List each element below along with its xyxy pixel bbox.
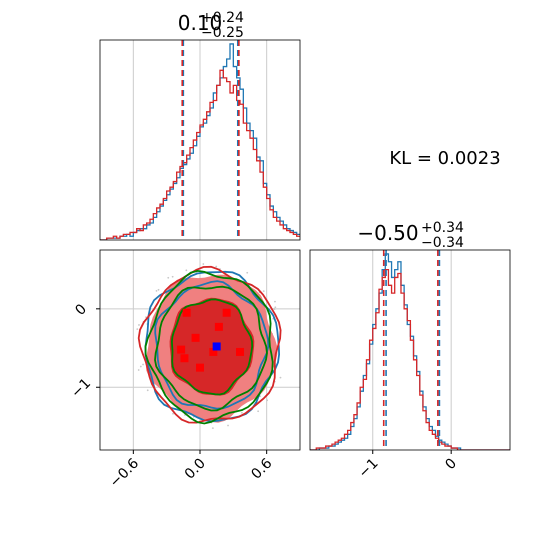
sample-point xyxy=(172,412,174,415)
sample-point xyxy=(171,275,174,278)
red-marker-0 xyxy=(182,308,191,317)
title-param1: 0.10 xyxy=(178,11,223,35)
sample-point xyxy=(167,276,170,279)
sample-point xyxy=(241,411,243,414)
red-marker-2 xyxy=(214,322,223,331)
sample-point xyxy=(157,288,160,291)
sample-point xyxy=(136,328,139,330)
title-param2: −0.50 xyxy=(357,221,418,245)
red-marker-4 xyxy=(177,345,186,354)
sample-point xyxy=(139,365,142,368)
sample-point xyxy=(155,289,158,292)
sample-point xyxy=(211,427,214,429)
xtick-label-param1-0: −0.6 xyxy=(107,455,142,490)
title-param1-sup: +0.24 xyxy=(201,10,244,26)
sample-point xyxy=(142,363,144,366)
title-param2-value: −0.50 xyxy=(357,221,418,245)
sample-point xyxy=(273,308,276,311)
sample-point xyxy=(246,271,249,274)
title-param1-sub: −0.25 xyxy=(201,25,244,41)
ytick-label-joint-1: −1 xyxy=(68,375,94,401)
sample-point xyxy=(279,376,282,379)
joint-contour-panel: −0.6 0.0 0.6 0 −1 xyxy=(68,249,301,491)
red-marker-7 xyxy=(209,347,218,356)
xtick-label-param1-1: 0.0 xyxy=(182,456,209,483)
sample-point xyxy=(202,263,205,265)
histogram-param1-series-0 xyxy=(100,43,300,240)
red-marker-8 xyxy=(196,363,204,372)
sample-point xyxy=(274,300,276,303)
ytick-label-joint-0: 0 xyxy=(72,301,90,319)
kl-annotation: KL = 0.0023 xyxy=(389,148,500,169)
sample-point xyxy=(257,410,260,413)
sample-point xyxy=(262,290,265,293)
frame-param1 xyxy=(99,39,301,241)
contour-line-7 xyxy=(170,298,254,396)
sample-point xyxy=(137,369,140,371)
sample-point xyxy=(146,389,149,392)
xtick-label-param2-0: −1 xyxy=(356,456,382,482)
histogram-param1-series-1 xyxy=(100,69,300,240)
histogram-param2-series-1 xyxy=(310,268,510,450)
contour-line-6 xyxy=(154,285,268,412)
contour-line-5 xyxy=(144,269,274,425)
red-marker-1 xyxy=(222,308,231,317)
red-marker-5 xyxy=(180,354,189,363)
sample-point xyxy=(274,306,277,309)
histogram-param1-panel xyxy=(99,39,301,241)
sample-point xyxy=(185,269,188,272)
title-param2-sub: −0.34 xyxy=(421,235,464,251)
xtick-label-param2-1: 0 xyxy=(442,456,460,474)
blue-marker xyxy=(212,342,221,351)
red-marker-3 xyxy=(191,333,200,342)
sample-point xyxy=(227,424,229,427)
title-param2-sup: +0.34 xyxy=(421,220,464,236)
histogram-param2-panel: −1 0 xyxy=(309,249,511,482)
sample-point xyxy=(215,265,218,268)
sample-point xyxy=(266,399,269,402)
histogram-param2-series-0 xyxy=(310,253,510,450)
red-marker-6 xyxy=(236,347,244,356)
xtick-label-param1-2: 0.6 xyxy=(248,455,275,482)
contour-fill-1 xyxy=(169,297,255,396)
frame-param2 xyxy=(309,249,511,451)
sample-point xyxy=(138,324,140,326)
title-param1-value: 0.10 xyxy=(178,11,223,35)
